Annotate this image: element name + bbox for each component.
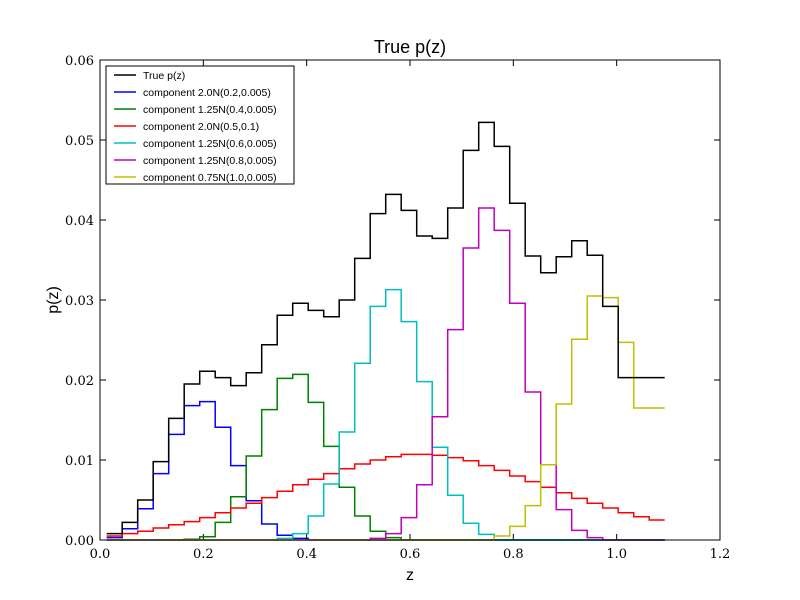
y-tick-label: 0.03 <box>65 294 94 309</box>
legend-box <box>105 65 295 185</box>
x-tick-label: 0.2 <box>193 547 214 562</box>
x-tick-label: 0.4 <box>296 547 317 562</box>
y-axis-label: p(z) <box>45 286 62 314</box>
y-tick-label: 0.04 <box>65 214 94 229</box>
legend-label: component 1.25N(0.6,0.005) <box>143 138 277 150</box>
legend-label: component 0.75N(1.0,0.005) <box>143 172 277 184</box>
x-tick-label: 1.2 <box>710 547 731 562</box>
y-tick-label: 0.02 <box>65 374 94 389</box>
axis-ticks: 0.0 0.2 0.4 0.6 0.8 1.0 1.2 0.00 0.01 0.02 0.03 0.0… <box>65 54 730 562</box>
x-tick-label: 0.0 <box>90 547 111 562</box>
x-tick-label: 0.6 <box>400 547 421 562</box>
chart-title: True p(z) <box>374 37 446 57</box>
legend-label: True p(z) <box>143 70 185 82</box>
series-line-component-2-0n-0-5-0-1 <box>106 453 665 537</box>
x-axis-label: z <box>406 567 414 584</box>
legend: True p(z) component 2.0N(0.2,0.005) compon… <box>105 65 295 185</box>
y-tick-label: 0.00 <box>65 534 94 549</box>
series-line-true-p-z <box>106 121 665 535</box>
x-tick-label: 1.0 <box>606 547 627 562</box>
legend-label: component 1.25N(0.8,0.005) <box>143 155 277 167</box>
plot-frame <box>99 59 721 541</box>
y-tick-label: 0.06 <box>65 54 94 69</box>
x-tick-label: 0.8 <box>503 547 524 562</box>
legend-label: component 2.0N(0.2,0.005) <box>143 87 271 99</box>
y-tick-label: 0.05 <box>65 134 94 149</box>
y-tick-label: 0.01 <box>65 454 94 469</box>
legend-label: component 1.25N(0.4,0.005) <box>143 104 277 116</box>
legend-label: component 2.0N(0.5,0.1) <box>143 121 259 133</box>
